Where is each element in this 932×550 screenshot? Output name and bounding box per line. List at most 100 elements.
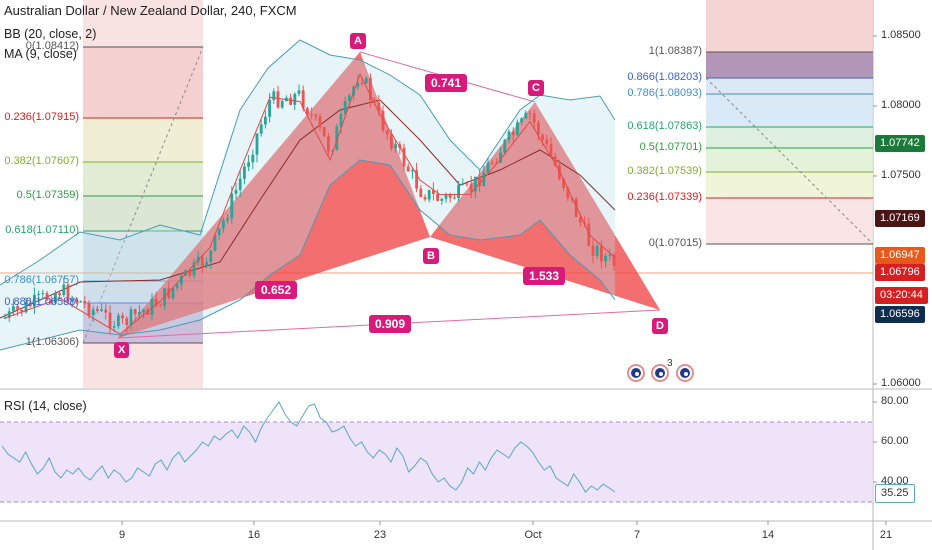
- candle-body: [91, 309, 95, 316]
- candle-body: [117, 315, 120, 327]
- candle-body: [188, 270, 192, 276]
- candle-body: [356, 82, 360, 87]
- fib-left-trendline: [82, 46, 204, 344]
- pattern-ratio-label[interactable]: 1.533: [523, 267, 566, 285]
- time-axis-tick: 21: [879, 529, 893, 541]
- candle-body: [167, 288, 171, 299]
- rsi-indicator-label[interactable]: RSI (14, close): [4, 399, 87, 413]
- candle-body: [28, 302, 32, 307]
- bollinger-lower-line: [0, 159, 616, 351]
- candle-body: [79, 301, 82, 303]
- pattern-point-d[interactable]: D: [652, 318, 668, 334]
- price-axis-tick: 1.08500: [881, 29, 921, 41]
- price-tag: 1.06947: [875, 247, 925, 264]
- candle-body: [33, 294, 36, 307]
- candle-body: [125, 318, 129, 326]
- candle-body: [478, 176, 481, 187]
- candle-body: [457, 184, 460, 199]
- candle-body: [222, 220, 225, 229]
- fib-right-band: [706, 78, 873, 94]
- price-axis-tick: 1.07500: [881, 169, 921, 181]
- pattern-ratio-label[interactable]: 0.652: [255, 281, 298, 299]
- candle-body: [201, 256, 204, 267]
- candle-body: [524, 112, 528, 119]
- ma-indicator-label[interactable]: MA (9, close): [4, 47, 77, 61]
- candle-body: [230, 193, 234, 219]
- candle-body: [385, 130, 389, 135]
- fib-left-level-label: 1(1.06306): [25, 336, 79, 348]
- candle-body: [528, 112, 532, 114]
- price-tag: 1.07742: [875, 135, 925, 152]
- fib-right-level-label: 1(1.08387): [648, 45, 702, 57]
- candle-body: [335, 126, 339, 151]
- event-flag-icon[interactable]: [676, 364, 694, 382]
- event-flag-icon[interactable]: [627, 364, 645, 382]
- candle-body: [314, 114, 318, 117]
- fib-left-band: [83, 47, 203, 118]
- candle-body: [121, 315, 124, 319]
- candle-body: [310, 114, 313, 116]
- fib-left-level-label: 0.618(1.07110): [5, 224, 79, 236]
- time-axis-tick: 9: [118, 529, 126, 541]
- candle-body: [348, 95, 351, 101]
- fib-right-level-label: 0.618(1.07863): [627, 120, 702, 132]
- fib-left-band: [83, 196, 203, 231]
- candle-body: [331, 150, 334, 152]
- time-axis-tick: 23: [373, 529, 387, 541]
- candle-body: [129, 309, 133, 326]
- candle-body: [511, 131, 515, 136]
- pattern-point-b[interactable]: B: [423, 248, 439, 264]
- candle-body: [41, 293, 45, 295]
- rsi-band-fill: [0, 422, 873, 502]
- fib-right-level-label: 0.866(1.08203): [627, 71, 702, 83]
- fib-right-band: [706, 148, 873, 172]
- candle-body: [448, 194, 452, 198]
- fib-right-level-label: 0.786(1.08093): [627, 87, 702, 99]
- candle-body: [343, 100, 347, 114]
- candle-body: [264, 116, 267, 125]
- candle-body: [45, 293, 49, 300]
- fib-right-level-label: 0.382(1.07539): [627, 165, 702, 177]
- fib-left-level-label: 0.786(1.06757): [4, 274, 79, 286]
- candle-body: [545, 139, 549, 145]
- candle-body: [318, 116, 322, 128]
- fib-right-band: [706, 198, 873, 244]
- harmonic-xab-triangle: [118, 52, 430, 338]
- candle-body: [549, 144, 553, 157]
- candle-body: [276, 91, 280, 108]
- candle-body: [138, 312, 141, 315]
- candle-body: [20, 309, 24, 313]
- candle-body: [516, 122, 519, 136]
- bb-indicator-label[interactable]: BB (20, close, 2): [4, 27, 97, 41]
- candle-body: [411, 170, 414, 172]
- pattern-point-c[interactable]: C: [528, 80, 544, 96]
- pattern-point-x[interactable]: X: [114, 342, 130, 358]
- candle-body: [507, 131, 511, 140]
- pattern-point-a[interactable]: A: [350, 33, 366, 49]
- pattern-ratio-label[interactable]: 0.741: [425, 74, 468, 92]
- candle-body: [461, 183, 465, 185]
- fib-left-level-label: 0.236(1.07915): [4, 111, 79, 123]
- candle-body: [247, 162, 250, 167]
- candle-body: [503, 139, 507, 153]
- fib-right-band: [706, 94, 873, 127]
- candle-body: [133, 309, 137, 315]
- candle-body: [96, 309, 99, 311]
- bollinger-band-fill: [0, 40, 615, 350]
- candle-body: [604, 255, 607, 262]
- price-tag: 1.06596: [875, 306, 925, 323]
- event-flag-icon[interactable]: [651, 364, 669, 382]
- candle-body: [142, 309, 145, 313]
- pattern-ratio-label[interactable]: 0.909: [369, 315, 412, 333]
- candle-body: [444, 194, 448, 199]
- candle-body: [280, 101, 284, 108]
- candle-body: [579, 216, 582, 223]
- candle-body: [234, 189, 238, 194]
- price-axis-tick: 1.08000: [881, 99, 921, 111]
- candle-body: [104, 309, 108, 313]
- candle-body: [402, 147, 406, 167]
- candle-body: [83, 301, 87, 303]
- candle-body: [495, 162, 498, 164]
